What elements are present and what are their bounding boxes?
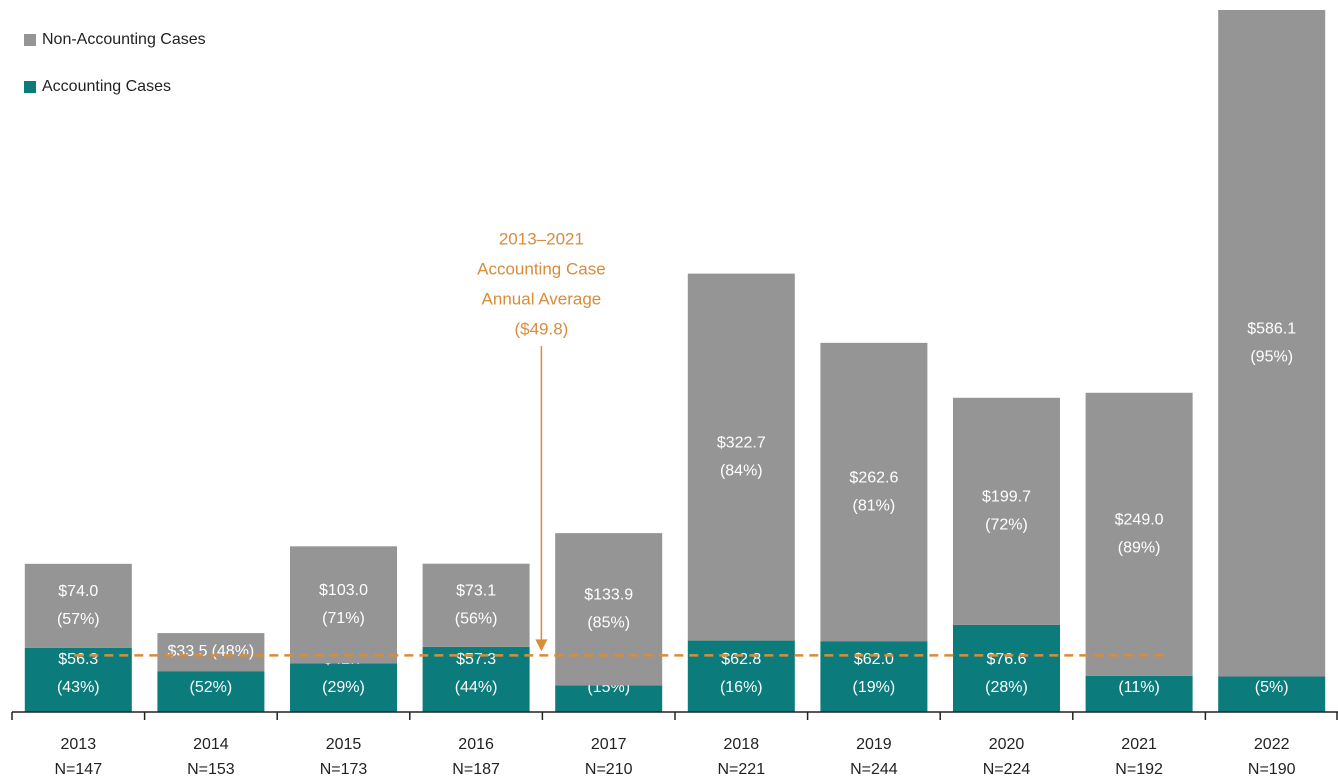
share-label: (95%) — [1250, 348, 1293, 365]
value-label: $199.7 — [982, 489, 1031, 506]
bar-segment — [820, 342, 928, 642]
bar-segment — [687, 640, 795, 712]
x-tick-sublabel: N=187 — [452, 761, 500, 778]
share-label: (72%) — [985, 517, 1028, 534]
annotation-value: ($49.8) — [514, 319, 568, 338]
share-label: (57%) — [57, 611, 100, 628]
bar-segment — [157, 671, 265, 712]
value-label: $103.0 — [319, 582, 368, 599]
x-tick-label: 2022 — [1254, 736, 1290, 753]
share-label: (44%) — [455, 679, 498, 696]
value-label: $62.8 — [721, 651, 761, 668]
x-tick-label: 2013 — [61, 736, 97, 753]
value-label: $76.6 — [986, 651, 1026, 668]
share-label: (11%) — [1118, 679, 1160, 696]
share-label: (56%) — [455, 610, 498, 627]
x-tick-sublabel: N=153 — [187, 761, 235, 778]
bar-segment — [24, 647, 132, 712]
bar-segment — [1085, 675, 1193, 712]
share-label: (29%) — [322, 679, 365, 696]
value-label: $33.5 (48%) — [168, 643, 255, 660]
x-tick-sublabel: N=224 — [983, 761, 1031, 778]
x-tick-sublabel: N=192 — [1115, 761, 1163, 778]
annotation-text: 2013–2021 — [499, 229, 584, 248]
x-tick-sublabel: N=210 — [585, 761, 633, 778]
bar-segment — [422, 646, 530, 712]
x-tick-label: 2020 — [989, 736, 1025, 753]
share-label: (43%) — [57, 679, 100, 696]
bar-segment — [1218, 676, 1326, 712]
x-tick-label: 2019 — [856, 736, 892, 753]
annotation-text: Accounting Case — [477, 259, 606, 278]
legend-label: Accounting Cases — [42, 78, 171, 95]
value-label: $62.0 — [854, 651, 894, 668]
bar-segment — [24, 563, 132, 648]
bar-segment — [422, 563, 530, 647]
bar-segment — [555, 685, 663, 712]
x-tick-sublabel: N=173 — [320, 761, 368, 778]
share-label: (85%) — [587, 614, 630, 631]
x-tick-label: 2017 — [591, 736, 627, 753]
x-tick-sublabel: N=221 — [718, 761, 766, 778]
x-tick-label: 2014 — [193, 736, 229, 753]
x-tick-sublabel: N=190 — [1248, 761, 1296, 778]
legend-swatch — [24, 81, 36, 93]
bar-segment — [687, 273, 795, 641]
value-label: $57.3 — [456, 651, 496, 668]
value-label: $73.1 — [456, 582, 496, 599]
bar-segment — [1218, 10, 1326, 677]
share-label: (84%) — [720, 462, 763, 479]
share-label: (81%) — [853, 497, 896, 514]
annotation-arrowhead — [535, 639, 548, 652]
value-label: $249.0 — [1115, 512, 1164, 529]
share-label: (19%) — [853, 679, 896, 696]
share-label: (28%) — [985, 679, 1028, 696]
share-label: (52%) — [190, 679, 233, 696]
share-label: (71%) — [322, 610, 365, 627]
share-label: (16%) — [720, 679, 763, 696]
value-label: $133.9 — [584, 586, 633, 603]
bar-segment — [1085, 392, 1193, 676]
value-label: $322.7 — [717, 434, 766, 451]
x-tick-label: 2015 — [326, 736, 362, 753]
annotation-text: Annual Average — [482, 289, 602, 308]
x-tick-label: 2018 — [724, 736, 760, 753]
bar-segment — [953, 397, 1060, 625]
x-tick-label: 2016 — [458, 736, 494, 753]
value-label: $262.6 — [849, 469, 898, 486]
x-tick-label: 2021 — [1121, 736, 1157, 753]
x-tick-sublabel: N=147 — [55, 761, 103, 778]
bar-segment — [820, 641, 928, 712]
value-label: $74.0 — [58, 583, 98, 600]
share-label: (5%) — [1255, 679, 1289, 696]
bar-segment — [555, 533, 663, 686]
value-label: $33.5 — [168, 643, 208, 660]
legend-swatch — [24, 34, 36, 46]
bar-segment — [290, 546, 397, 664]
x-tick-sublabel: N=244 — [850, 761, 898, 778]
share-label: (89%) — [1118, 540, 1161, 557]
value-label: $56.3 — [58, 651, 98, 668]
bar-segment — [290, 663, 397, 712]
bar-segment — [157, 633, 265, 672]
bar-segment — [953, 624, 1060, 712]
legend-label: Non-Accounting Cases — [42, 31, 206, 48]
value-label: $586.1 — [1247, 320, 1296, 337]
share-label: (48%) — [212, 643, 255, 660]
